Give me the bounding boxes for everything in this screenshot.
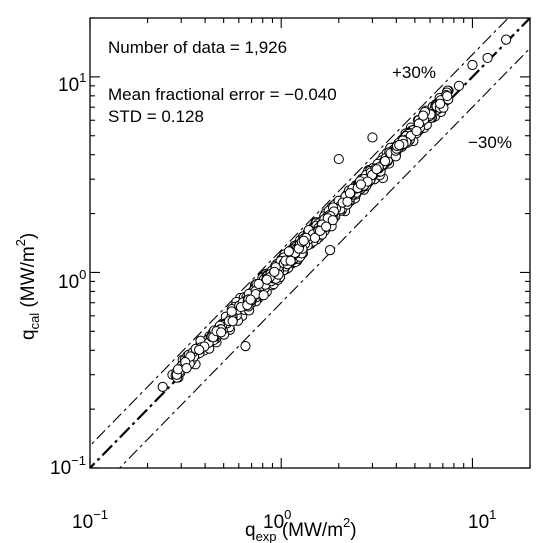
x-tick-label-2: 101 bbox=[468, 507, 496, 533]
data-point bbox=[253, 278, 264, 290]
annotation-minus30: −30% bbox=[468, 133, 512, 152]
annotation-plus30: +30% bbox=[392, 63, 436, 82]
annotation-number-of-data: Number of data = 1,926 bbox=[108, 38, 287, 57]
data-point bbox=[309, 232, 321, 243]
data-point bbox=[379, 155, 391, 167]
data-point bbox=[342, 196, 353, 207]
data-point bbox=[435, 98, 446, 109]
data-point bbox=[333, 153, 344, 165]
data-point bbox=[394, 139, 405, 151]
data-point bbox=[453, 80, 465, 91]
data-point bbox=[501, 34, 512, 45]
annotation-std: STD = 0.128 bbox=[108, 107, 204, 126]
data-point bbox=[181, 362, 192, 374]
data-point bbox=[327, 215, 338, 226]
data-point bbox=[411, 125, 422, 137]
y-tick-label-0: 10−1 bbox=[50, 453, 86, 479]
data-point bbox=[226, 306, 237, 317]
data-point bbox=[245, 294, 256, 305]
y-tick-label-2: 101 bbox=[58, 70, 86, 96]
data-point bbox=[194, 344, 205, 355]
data-point bbox=[418, 110, 429, 121]
x-tick-label-1: 100 bbox=[263, 507, 291, 533]
data-point bbox=[261, 274, 272, 285]
data-point bbox=[227, 316, 238, 327]
reference-lines bbox=[90, 18, 530, 468]
data-point bbox=[467, 59, 478, 71]
x-tick-label-0: 10−1 bbox=[72, 507, 108, 533]
data-point bbox=[216, 327, 227, 338]
y-tick-label-1: 100 bbox=[58, 267, 86, 293]
axis-ticks bbox=[89, 17, 531, 469]
data-point bbox=[321, 221, 332, 232]
data-point bbox=[258, 290, 269, 301]
annotation-mean-error: Mean fractional error = −0.040 bbox=[108, 85, 337, 104]
data-point bbox=[324, 245, 336, 256]
y-axis-label: qcal (MW/m2) bbox=[13, 233, 42, 340]
data-point bbox=[240, 341, 251, 352]
data-points bbox=[157, 34, 512, 392]
data-point bbox=[442, 90, 453, 102]
data-point bbox=[482, 52, 493, 64]
data-point bbox=[344, 188, 356, 199]
x-axis-label: qexp (MW/m2) bbox=[245, 515, 357, 543]
data-point bbox=[172, 364, 184, 375]
data-point bbox=[298, 235, 309, 246]
reference-line-2 bbox=[118, 47, 530, 468]
data-point bbox=[283, 246, 294, 257]
data-point bbox=[157, 381, 168, 392]
reference-line-0 bbox=[90, 18, 509, 447]
data-point bbox=[269, 266, 280, 277]
data-point bbox=[285, 255, 296, 266]
data-point bbox=[367, 132, 378, 143]
data-point bbox=[355, 179, 366, 190]
data-point bbox=[371, 164, 382, 175]
plot-frame bbox=[89, 17, 531, 469]
reference-line-1 bbox=[90, 18, 530, 468]
